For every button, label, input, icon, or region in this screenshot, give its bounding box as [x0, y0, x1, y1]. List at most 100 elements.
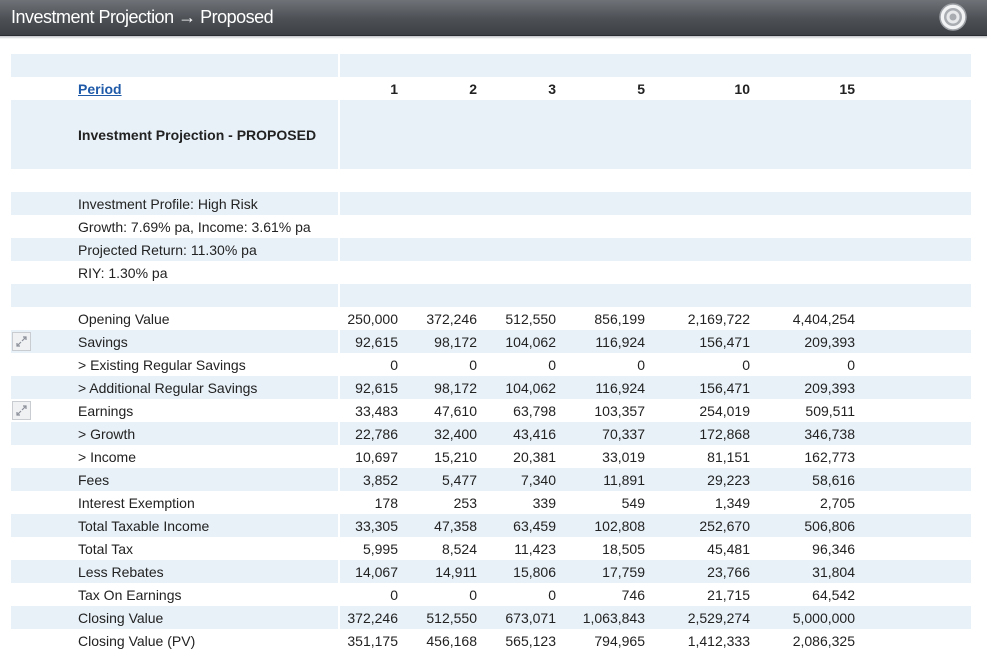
table-row: > Income 10,697 15,210 20,381 33,019 81,151 16…: [11, 445, 971, 468]
table-cell: 509,511: [805, 403, 855, 419]
table-row: Interest Exemption 178 253 339 549 1,349 2,705: [11, 491, 971, 514]
table-cell: 63,459: [513, 518, 556, 534]
table-cell: 339: [532, 495, 556, 511]
riy-text: RIY: 1.30% pa: [78, 265, 168, 281]
table-cell: 0: [548, 357, 556, 373]
section-title: Investment Projection - PROPOSED: [78, 127, 317, 143]
table-cell: 506,806: [804, 518, 855, 534]
table-cell: 1,349: [714, 495, 750, 511]
profile-row: Growth: 7.69% pa, Income: 3.61% pa: [11, 215, 971, 238]
table-cell: 15,210: [434, 449, 477, 465]
expand-icon[interactable]: [12, 332, 31, 351]
table-cell: 96,346: [812, 541, 855, 557]
table-cell: 32,400: [434, 426, 477, 442]
table-cell: 33,305: [355, 518, 398, 534]
table-cell: 10,697: [355, 449, 398, 465]
table-cell: 512,550: [505, 311, 556, 327]
table-cell: 14,911: [435, 564, 477, 580]
table-cell: 1,063,843: [582, 610, 645, 626]
growth-income-text: Growth: 7.69% pa, Income: 3.61% pa: [78, 219, 311, 235]
table-cell: 45,481: [707, 541, 750, 557]
table-cell: 794,965: [594, 633, 645, 649]
profile-row: Investment Profile: High Risk: [11, 192, 971, 215]
table-cell: 0: [390, 587, 398, 603]
table-cell: 5,000,000: [792, 610, 855, 626]
table-cell: 104,062: [505, 380, 556, 396]
table-row: Closing Value (PV) 351,175 456,168 565,123 7…: [11, 629, 971, 652]
section-title-row: Investment Projection - PROPOSED: [11, 123, 971, 146]
row-label: Savings: [78, 334, 128, 350]
table-cell: 92,615: [355, 334, 398, 350]
row-label: > Income: [78, 449, 136, 465]
table-row: Less Rebates 14,067 14,911 15,806 17,759 23,7…: [11, 560, 971, 583]
table-cell: 11,423: [514, 541, 556, 557]
spacer-row: [11, 54, 971, 77]
row-label: Less Rebates: [78, 564, 164, 580]
table-cell: 372,246: [347, 610, 398, 626]
table-cell: 14,067: [355, 564, 398, 580]
table-cell: 8,524: [441, 541, 477, 557]
table-cell: 856,199: [594, 311, 645, 327]
table-cell: 70,337: [602, 426, 645, 442]
spacer-row: [11, 100, 971, 123]
profile-row: Projected Return: 11.30% pa: [11, 238, 971, 261]
table-row: > Additional Regular Savings 92,615 98,172…: [11, 376, 971, 399]
table-cell: 0: [637, 357, 645, 373]
settings-icon[interactable]: [938, 2, 968, 32]
table-cell: 456,168: [426, 633, 477, 649]
table-cell: 0: [548, 587, 556, 603]
table-cell: 252,670: [699, 518, 750, 534]
table-cell: 0: [390, 357, 398, 373]
row-label: Total Taxable Income: [78, 518, 210, 534]
table-cell: 33,019: [602, 449, 645, 465]
window-title: Investment Projection → Proposed: [11, 7, 274, 27]
table-cell: 21,715: [707, 587, 750, 603]
table-cell: 209,393: [804, 334, 855, 350]
table-cell: 17,759: [602, 564, 645, 580]
table-cell: 0: [469, 357, 477, 373]
table-cell: 0: [847, 357, 855, 373]
table-cell: 102,808: [594, 518, 645, 534]
row-label: Closing Value: [78, 610, 164, 626]
table-cell: 250,000: [347, 311, 398, 327]
period-sort-link[interactable]: Period: [78, 81, 122, 97]
row-label: Tax On Earnings: [78, 587, 182, 603]
table-cell: 673,071: [505, 610, 556, 626]
row-label: Interest Exemption: [78, 495, 195, 511]
investment-profile-text: Investment Profile: High Risk: [78, 196, 258, 212]
row-label: > Growth: [78, 426, 136, 442]
table-row: Total Tax 5,995 8,524 11,423 18,505 45,481 96,…: [11, 537, 971, 560]
table-cell: 47,358: [434, 518, 477, 534]
table-cell: 512,550: [426, 610, 477, 626]
title-bar-shadow: [0, 36, 987, 39]
table-cell: 162,773: [804, 449, 855, 465]
period-header: 1: [390, 81, 398, 97]
table-cell: 116,924: [595, 334, 645, 350]
table-cell: 63,798: [513, 403, 556, 419]
table-cell: 5,477: [441, 472, 477, 488]
period-header: 3: [548, 81, 556, 97]
table-cell: 15,806: [513, 564, 556, 580]
expand-icon[interactable]: [12, 401, 31, 420]
table-cell: 2,529,274: [687, 610, 750, 626]
table-cell: 92,615: [355, 380, 398, 396]
table-cell: 81,151: [707, 449, 750, 465]
row-label: Closing Value (PV): [78, 633, 196, 649]
table-cell: 0: [742, 357, 750, 373]
table-row: Fees 3,852 5,477 7,340 11,891 29,223 58,616: [11, 468, 971, 491]
table-cell: 172,868: [699, 426, 750, 442]
table-cell: 351,175: [347, 633, 398, 649]
projected-return-text: Projected Return: 11.30% pa: [78, 242, 257, 258]
table-row: Tax On Earnings 0 0 0 746 21,715 64,542: [11, 583, 971, 606]
table-cell: 2,169,722: [687, 311, 750, 327]
table-cell: 47,610: [434, 403, 477, 419]
row-label: Opening Value: [78, 311, 170, 327]
table-cell: 5,995: [362, 541, 398, 557]
table-cell: 31,804: [812, 564, 855, 580]
table-cell: 209,393: [804, 380, 855, 396]
table-cell: 11,891: [603, 472, 645, 488]
spacer-row: [11, 284, 971, 307]
table-row: > Growth 22,786 32,400 43,416 70,337 172,868 3…: [11, 422, 971, 445]
table-row: Total Taxable Income 33,305 47,358 63,459 10…: [11, 514, 971, 537]
table-cell: 346,738: [804, 426, 855, 442]
